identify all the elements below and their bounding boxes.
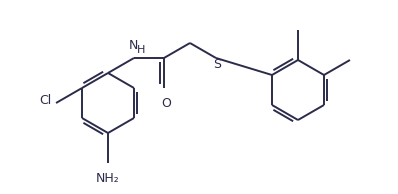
Text: N: N <box>128 39 138 52</box>
Text: NH₂: NH₂ <box>96 172 120 185</box>
Text: O: O <box>161 97 171 110</box>
Text: S: S <box>213 57 221 70</box>
Text: H: H <box>137 45 145 55</box>
Text: Cl: Cl <box>39 94 51 107</box>
